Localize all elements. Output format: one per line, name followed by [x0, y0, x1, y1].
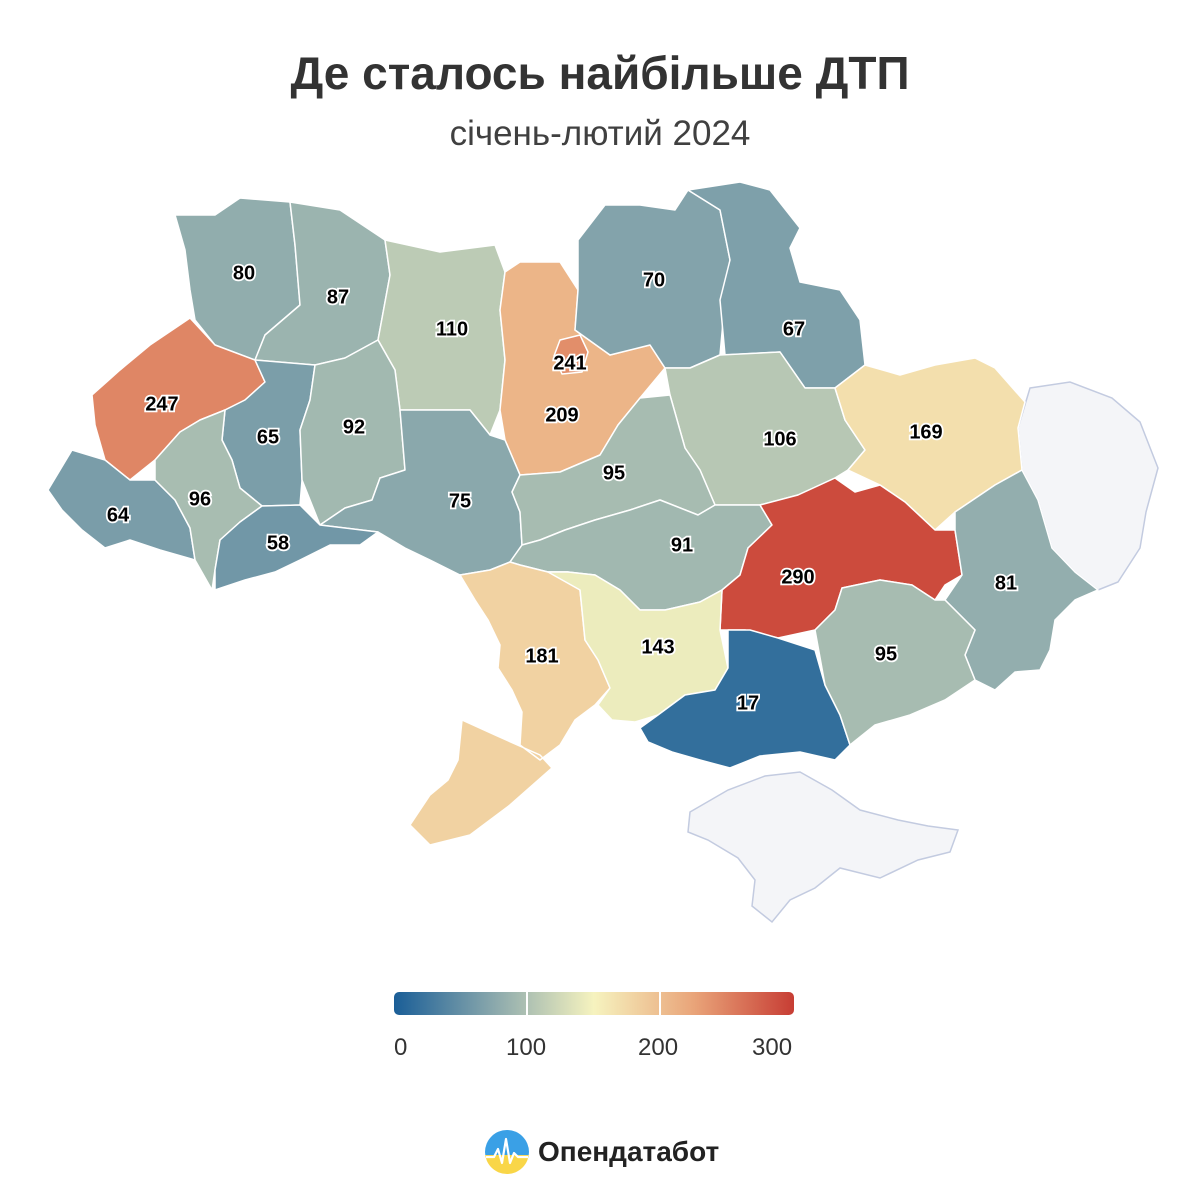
legend-tick-mark: [659, 992, 661, 1015]
value-label-chernivtsi: 58: [267, 532, 289, 554]
legend-label-200: 200: [638, 1034, 679, 1061]
map-title: Де сталось найбільше ДТП: [290, 47, 910, 99]
value-labels: 80 87 110 241 70 67 247 65 92 209 106 169 64 96 75 95 58…: [105, 261, 1019, 717]
region-crimea: [687, 771, 960, 924]
value-label-ternopil: 65: [257, 426, 279, 448]
value-label-zakarpattia: 64: [107, 504, 130, 526]
value-label-kherson: 17: [737, 692, 759, 714]
brand-logo-icon: [485, 1130, 529, 1174]
value-label-zhytomyr: 110: [436, 318, 468, 340]
legend: [394, 992, 794, 1015]
value-label-kirovohrad: 91: [671, 534, 693, 556]
value-label-vinnytsia: 75: [449, 490, 471, 512]
region-zaporizhzhia: [814, 579, 976, 746]
value-label-volyn: 80: [233, 262, 255, 284]
value-label-donetsk: 81: [995, 572, 1017, 594]
value-label-mykolaiv: 143: [641, 636, 674, 658]
brand-name: Опендатабот: [538, 1136, 720, 1167]
region-kherson: [639, 629, 851, 769]
value-label-sumy: 67: [783, 318, 805, 340]
region-chernivtsi: [214, 504, 379, 591]
value-label-khmelnytskyi: 92: [343, 416, 365, 438]
value-label-kyiv-city: 241: [553, 352, 586, 374]
value-label-lviv: 247: [145, 393, 178, 415]
legend-gradient-bar: [394, 992, 794, 1015]
value-label-ivano-frankivsk: 96: [189, 488, 211, 510]
region-zakarpattia: [47, 449, 196, 561]
brand: Опендатабот: [484, 1128, 719, 1176]
value-label-cherkasy: 95: [603, 462, 625, 484]
legend-label-300: 300: [752, 1034, 793, 1061]
region-kyiv-city: [553, 334, 589, 375]
value-label-dnipropetrovsk: 290: [781, 566, 814, 588]
value-label-kharkiv: 169: [909, 421, 942, 443]
value-label-rivne: 87: [327, 286, 349, 308]
value-label-kyiv-oblast: 209: [545, 404, 578, 426]
value-label-zaporizhzhia: 95: [875, 643, 897, 665]
value-label-chernihiv: 70: [643, 269, 665, 291]
map-subtitle: січень-лютий 2024: [449, 114, 751, 153]
legend-label-100: 100: [506, 1034, 547, 1061]
region-odesa: [409, 561, 611, 846]
legend-label-0: 0: [394, 1034, 408, 1061]
legend-tick-mark: [526, 992, 528, 1015]
value-label-poltava: 106: [763, 428, 796, 450]
value-label-odesa: 181: [525, 645, 558, 667]
